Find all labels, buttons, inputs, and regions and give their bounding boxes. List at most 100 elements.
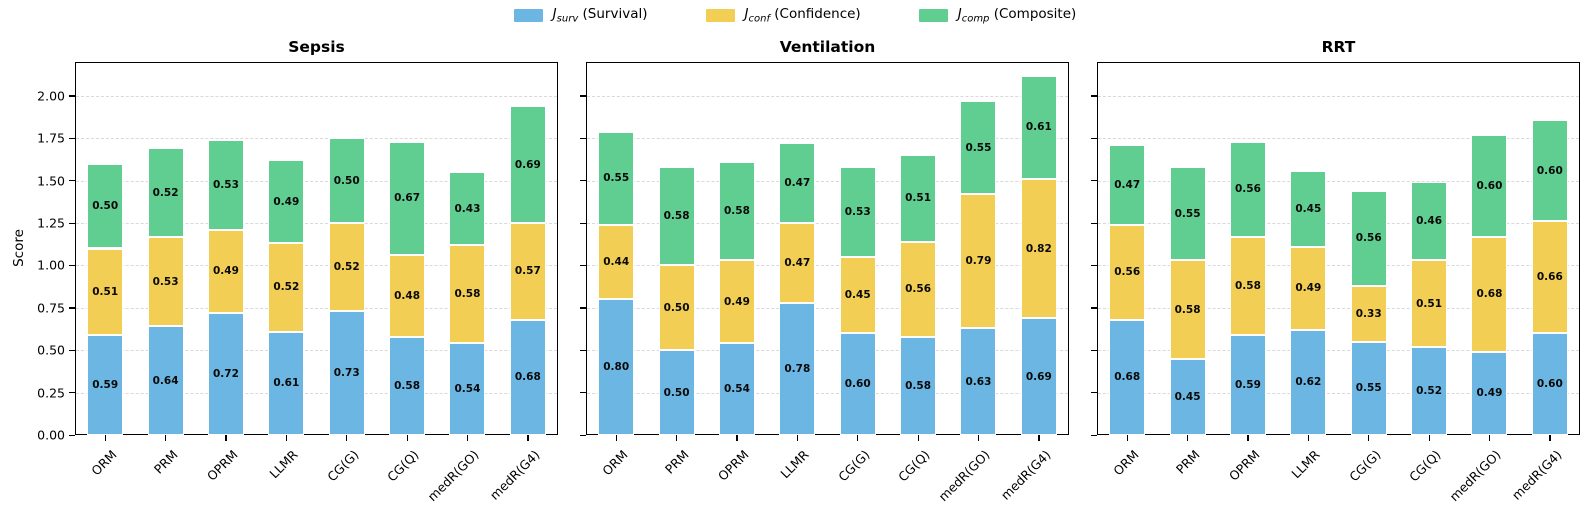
x-tick-label: CG(Q) — [895, 447, 933, 485]
y-tick-mark — [1091, 434, 1097, 436]
gridline — [1098, 180, 1579, 182]
bar-value-label: 0.55 — [965, 141, 992, 154]
bar-value-label: 0.72 — [212, 367, 239, 380]
bar-segment — [449, 172, 486, 246]
bar-segment — [1169, 358, 1206, 435]
y-tick-mark — [580, 434, 586, 436]
y-tick-label: 1.25 — [37, 215, 65, 231]
x-tick-label: medR(GO) — [935, 447, 994, 505]
bar-value-label: 0.49 — [212, 265, 239, 278]
bar-segment — [147, 148, 184, 237]
bar-value-label: 0.53 — [844, 206, 871, 219]
bar-segment — [1109, 145, 1146, 225]
y-tick-mark — [580, 264, 586, 267]
bar-segment — [1169, 260, 1206, 359]
gridline — [1098, 265, 1579, 267]
legend: Jsurv (Survival) Jconf (Confidence) Jcom… — [0, 6, 1590, 25]
bar-segment — [1350, 285, 1387, 342]
y-tick-mark — [1091, 264, 1097, 267]
bar-value-label: 0.50 — [92, 200, 119, 213]
bar-segment — [598, 131, 635, 225]
y-tick-label: 0.75 — [37, 300, 65, 316]
bar-segment — [960, 328, 997, 435]
x-tick-mark — [1038, 435, 1040, 441]
y-tick-mark — [69, 137, 75, 140]
panel-title: Ventilation — [779, 38, 876, 56]
bar-value-label: 0.55 — [603, 172, 630, 185]
bar-value-label: 0.54 — [723, 383, 750, 396]
y-tick-mark — [1091, 222, 1097, 224]
y-tick-mark — [580, 95, 586, 97]
gridline — [76, 180, 557, 182]
x-tick-label: OPRM — [203, 447, 241, 484]
gridline — [76, 223, 557, 225]
bar-segment — [900, 241, 937, 337]
bar-value-label: 0.58 — [1174, 303, 1201, 316]
y-tick-mark — [580, 392, 586, 394]
bar-segment — [598, 299, 635, 435]
x-tick-mark — [346, 435, 348, 441]
x-tick-label: ORM — [599, 447, 631, 479]
x-tick-mark — [527, 435, 529, 441]
y-tick-mark — [1091, 180, 1097, 182]
bar-segment — [1350, 341, 1387, 435]
bar-segment — [598, 224, 635, 300]
bar-value-label: 0.47 — [784, 256, 811, 269]
legend-label-composite: Jcomp (Composite) — [958, 6, 1077, 25]
gridline — [587, 138, 1068, 140]
bar-value-label: 0.49 — [1295, 282, 1322, 295]
legend-text: (Composite) — [993, 6, 1077, 22]
gridline — [587, 392, 1068, 394]
bar-value-label: 0.68 — [1114, 371, 1141, 384]
y-tick-mark — [69, 307, 75, 309]
bar-segment — [147, 236, 184, 327]
gridline — [587, 180, 1068, 182]
bar-segment — [658, 350, 695, 435]
bar-segment — [509, 106, 546, 224]
x-tick-mark — [1428, 435, 1430, 441]
legend-swatch-composite-icon — [918, 8, 948, 22]
bar-segment — [1020, 318, 1057, 435]
bar-value-label: 0.52 — [333, 261, 360, 274]
bar-segment — [1229, 141, 1266, 237]
bar-value-label: 0.33 — [1355, 307, 1382, 320]
bar-segment — [147, 326, 184, 435]
x-tick-label: PRM — [150, 447, 181, 477]
bar-value-label: 0.58 — [394, 379, 421, 392]
gridline — [76, 392, 557, 394]
y-tick-mark — [69, 434, 75, 436]
legend-subscript: conf — [748, 13, 770, 25]
bar-segment — [1471, 236, 1508, 352]
bar-value-label: 0.63 — [965, 375, 992, 388]
bar-segment — [1411, 182, 1448, 261]
bar-segment — [509, 319, 546, 435]
legend-item-confidence: Jconf (Confidence) — [705, 6, 861, 25]
bar-value-label: 0.56 — [905, 283, 932, 296]
bar-value-label: 0.58 — [905, 379, 932, 392]
bar-segment — [87, 163, 124, 249]
bar-value-label: 0.57 — [514, 265, 541, 278]
bar-segment — [1290, 329, 1327, 435]
x-tick-label: LLMR — [266, 447, 301, 482]
bar-value-label: 0.49 — [723, 295, 750, 308]
bar-segment — [207, 312, 244, 435]
bar-value-label: 0.46 — [1416, 215, 1443, 228]
x-tick-mark — [225, 435, 227, 441]
gridline — [76, 138, 557, 140]
gridline — [587, 95, 1068, 97]
bar-value-label: 0.47 — [1114, 178, 1141, 191]
legend-text: (Survival) — [582, 6, 648, 22]
bar-segment — [87, 248, 124, 335]
bar-value-label: 0.79 — [965, 255, 992, 268]
legend-swatch-confidence-icon — [705, 8, 735, 22]
x-tick-label: medR(G4) — [486, 447, 543, 503]
x-tick-label: LLMR — [1288, 447, 1323, 482]
bar-value-label: 0.45 — [1174, 390, 1201, 403]
y-tick-mark — [69, 264, 75, 267]
gridline — [76, 265, 557, 267]
legend-text: (Confidence) — [774, 6, 861, 22]
bar-value-label: 0.50 — [333, 174, 360, 187]
bar-value-label: 0.80 — [603, 361, 630, 374]
x-tick-mark — [796, 435, 799, 441]
